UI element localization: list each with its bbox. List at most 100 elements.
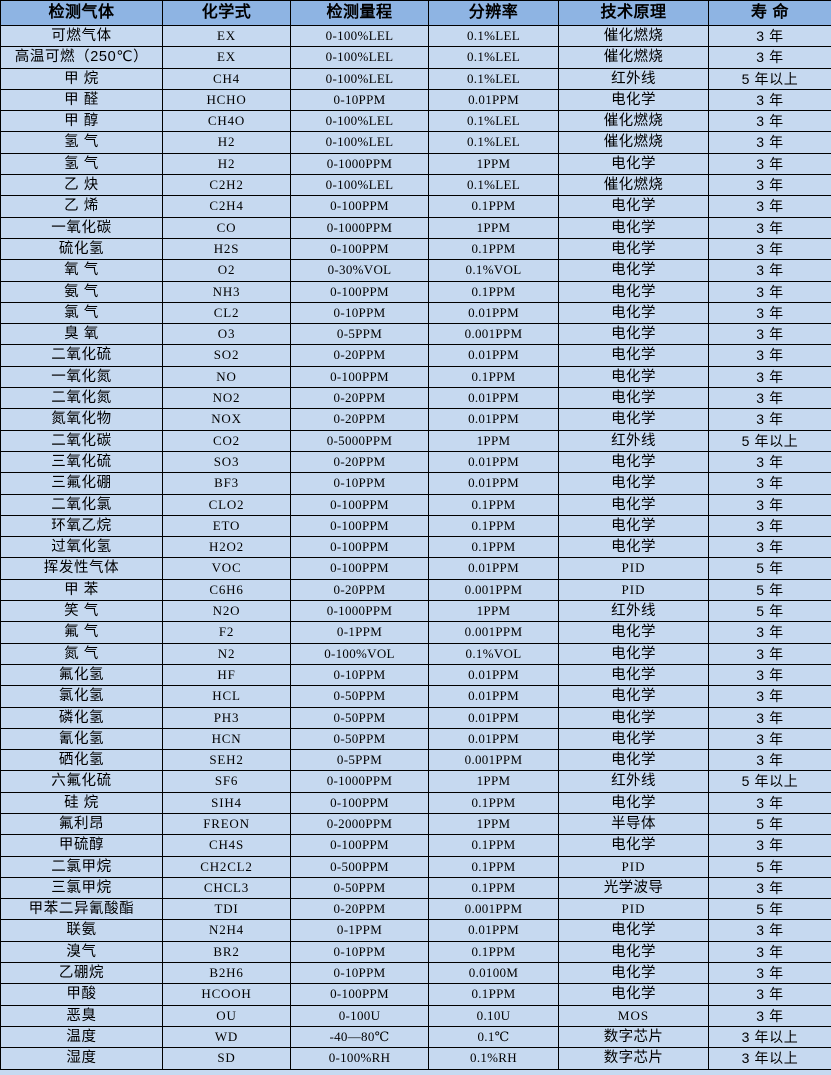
cell-formula: NO2 [162,387,291,410]
cell-resolution: 0.1PPM [428,280,559,303]
cell-life: 5 年 [708,578,831,602]
cell-principle: 电化学 [558,621,709,644]
cell-formula: N2 [162,642,291,665]
table-row: 甲硫醇 CH4S 0-100PPM 0.1PPM 电化学 3 年 [0,834,831,857]
cell-range: 0-1000PPM [290,770,429,793]
cell-principle: PID [558,557,709,580]
cell-life: 3 年 [708,237,831,261]
cell-gas: 二氧化氯 [0,493,163,516]
cell-gas: 甲 醛 [0,88,163,112]
cell-formula: H2S [162,237,291,261]
table-row: 氮氧化物 NOX 0-20PPM 0.01PPM 电化学 3 年 [0,408,831,431]
cell-gas: 氢 气 [0,131,163,154]
cell-resolution: 0.1%LEL [428,174,559,197]
cell-range: 0-2000PPM [290,812,429,836]
cell-principle: 电化学 [558,940,709,964]
table-row: 挥发性气体 VOC 0-100PPM 0.01PPM PID 5 年 [0,557,831,580]
cell-gas: 甲 醇 [0,110,163,133]
cell-range: 0-10PPM [290,472,429,495]
cell-gas: 硅 烷 [0,791,163,814]
cell-principle: 催化燃烧 [558,24,709,48]
cell-principle: 电化学 [558,791,709,814]
cell-gas: 甲酸 [0,983,163,1006]
table-row: 一氧化氮 NO 0-100PPM 0.1PPM 电化学 3 年 [0,365,831,389]
cell-formula: NOX [162,408,291,431]
column-header-life: 寿 命 [708,0,831,26]
table-row: 氧 气 O2 0-30%VOL 0.1%VOL 电化学 3 年 [0,259,831,282]
cell-range: 0-100PPM [290,557,429,580]
cell-gas: 乙 炔 [0,174,163,197]
cell-gas: 二氧化硫 [0,344,163,367]
table-row: 氟化氢 HF 0-10PPM 0.01PPM 电化学 3 年 [0,663,831,687]
cell-range: 0-100%LEL [290,46,429,69]
cell-gas: 可燃气体 [0,24,163,48]
cell-life: 3 年 [708,514,831,538]
cell-gas: 乙 烯 [0,195,163,218]
table-row: 溴气 BR2 0-10PPM 0.1PPM 电化学 3 年 [0,940,831,964]
table-row: 乙硼烷 B2H6 0-10PPM 0.0100M 电化学 3 年 [0,962,831,985]
cell-principle: 电化学 [558,408,709,431]
cell-range: 0-100%LEL [290,24,429,48]
cell-life: 3 年 [708,791,831,814]
cell-range: 0-100%RH [290,1047,429,1070]
cell-life: 5 年以上 [708,770,831,793]
cell-principle: 电化学 [558,216,709,239]
cell-principle: 电化学 [558,387,709,410]
cell-resolution: 0.01PPM [428,557,559,580]
cell-gas: 三氟化硼 [0,472,163,495]
cell-formula: PH3 [162,706,291,729]
cell-gas: 氯化氢 [0,685,163,708]
table-row: 乙 烯 C2H4 0-100PPM 0.1PPM 电化学 3 年 [0,195,831,218]
cell-life: 3 年 [708,663,831,687]
cell-principle: 光学波导 [558,876,709,900]
cell-resolution: 0.1%VOL [428,642,559,665]
column-header-resolution: 分辨率 [428,0,559,26]
cell-principle: 电化学 [558,536,709,559]
cell-resolution: 0.001PPM [428,621,559,644]
cell-gas: 氮 气 [0,642,163,665]
cell-range: 0-1PPM [290,919,429,942]
cell-formula: TDI [162,898,291,921]
cell-gas: 三氯甲烷 [0,876,163,900]
cell-gas: 湿度 [0,1047,163,1070]
cell-range: 0-100PPM [290,237,429,261]
cell-resolution: 1PPM [428,216,559,239]
cell-formula: N2H4 [162,919,291,942]
cell-gas: 氟利昂 [0,812,163,836]
cell-life: 3 年 [708,685,831,708]
cell-principle: 电化学 [558,88,709,112]
cell-range: 0-100%LEL [290,110,429,133]
cell-formula: CHCL3 [162,876,291,900]
cell-principle: 电化学 [558,280,709,303]
cell-gas: 臭 氧 [0,323,163,346]
table-row: 三氟化硼 BF3 0-10PPM 0.01PPM 电化学 3 年 [0,472,831,495]
table-row: 甲 醛 HCHO 0-10PPM 0.01PPM 电化学 3 年 [0,88,831,112]
cell-range: 0-50PPM [290,727,429,751]
cell-range: 0-20PPM [290,408,429,431]
cell-resolution: 1PPM [428,600,559,623]
cell-gas: 氟 气 [0,621,163,644]
cell-gas: 二氯甲烷 [0,855,163,878]
cell-formula: FREON [162,812,291,836]
table-row: 氢 气 H2 0-100%LEL 0.1%LEL 催化燃烧 3 年 [0,131,831,154]
cell-gas: 联氨 [0,919,163,942]
table-row: 高温可燃（250℃） EX 0-100%LEL 0.1%LEL 催化燃烧 3 年 [0,46,831,69]
cell-formula: HCHO [162,88,291,112]
cell-formula: CO2 [162,429,291,452]
cell-life: 3 年 [708,876,831,900]
cell-life: 3 年 [708,727,831,751]
cell-principle: MOS [558,1004,709,1027]
cell-gas: 氯 气 [0,301,163,325]
cell-range: 0-1000PPM [290,152,429,176]
table-row: 氨 气 NH3 0-100PPM 0.1PPM 电化学 3 年 [0,280,831,303]
cell-resolution: 1PPM [428,152,559,176]
cell-formula: CL2 [162,301,291,325]
table-row: 二氧化碳 CO2 0-5000PPM 1PPM 红外线 5 年以上 [0,429,831,452]
cell-resolution: 0.01PPM [428,685,559,708]
cell-formula: N2O [162,600,291,623]
cell-range: 0-100PPM [290,280,429,303]
table-row: 硫化氢 H2S 0-100PPM 0.1PPM 电化学 3 年 [0,237,831,261]
table-row: 甲苯二异氰酸酯 TDI 0-20PPM 0.001PPM PID 5 年 [0,898,831,921]
cell-resolution: 0.01PPM [428,450,559,474]
cell-gas: 磷化氢 [0,706,163,729]
